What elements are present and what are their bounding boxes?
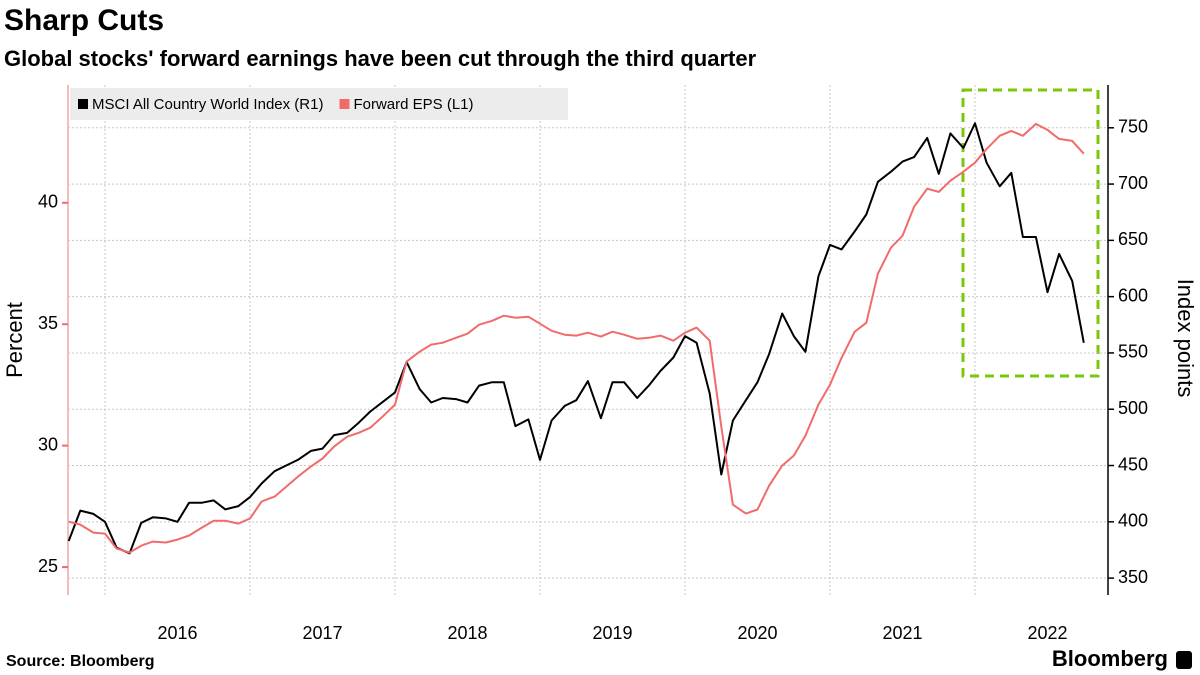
legend-label: Forward EPS (L1) xyxy=(353,96,473,113)
x-tick-label: 2017 xyxy=(302,623,342,643)
source: Source: Bloomberg xyxy=(6,653,154,670)
brand: Bloomberg xyxy=(1052,646,1168,671)
y2-tick-label: 600 xyxy=(1118,285,1148,305)
legend-swatch xyxy=(78,99,88,109)
series-line xyxy=(67,122,1085,555)
x-tick-label: 2019 xyxy=(592,623,632,643)
x-tick-label: 2020 xyxy=(737,623,777,643)
y2-tick-label: 500 xyxy=(1118,398,1148,418)
y-tick-label: 35 xyxy=(38,313,58,333)
y-tick-label: 25 xyxy=(38,556,58,576)
legend-background xyxy=(70,88,568,120)
y2-tick-label: 400 xyxy=(1118,511,1148,531)
legend-label: MSCI All Country World Index (R1) xyxy=(92,96,323,113)
y2-tick-label: 700 xyxy=(1118,173,1148,193)
y2-tick-label: 750 xyxy=(1118,117,1148,137)
legend-swatch xyxy=(339,99,350,109)
y2-tick-label: 550 xyxy=(1118,342,1148,362)
y2-axis-label: Index points xyxy=(1173,279,1198,398)
x-tick-label: 2016 xyxy=(157,623,197,643)
y-tick-label: 30 xyxy=(38,434,58,454)
x-tick-label: 2018 xyxy=(447,623,487,643)
brand-icon xyxy=(1176,651,1192,669)
highlight-box xyxy=(961,88,1100,378)
y2-tick-label: 350 xyxy=(1118,567,1148,587)
x-tick-label: 2022 xyxy=(1028,623,1068,643)
y-tick-label: 40 xyxy=(38,192,58,212)
x-tick-label: 2021 xyxy=(882,623,922,643)
legend: MSCI All Country World Index (R1) Forward… xyxy=(70,88,568,120)
chart-subtitle: Global stocks' forward earnings have bee… xyxy=(4,46,757,71)
y2-tick-label: 650 xyxy=(1118,229,1148,249)
y2-tick-label: 450 xyxy=(1118,454,1148,474)
series-line xyxy=(68,122,1085,554)
chart-title: Sharp Cuts xyxy=(4,4,164,37)
y-axis-label: Percent xyxy=(2,302,27,378)
